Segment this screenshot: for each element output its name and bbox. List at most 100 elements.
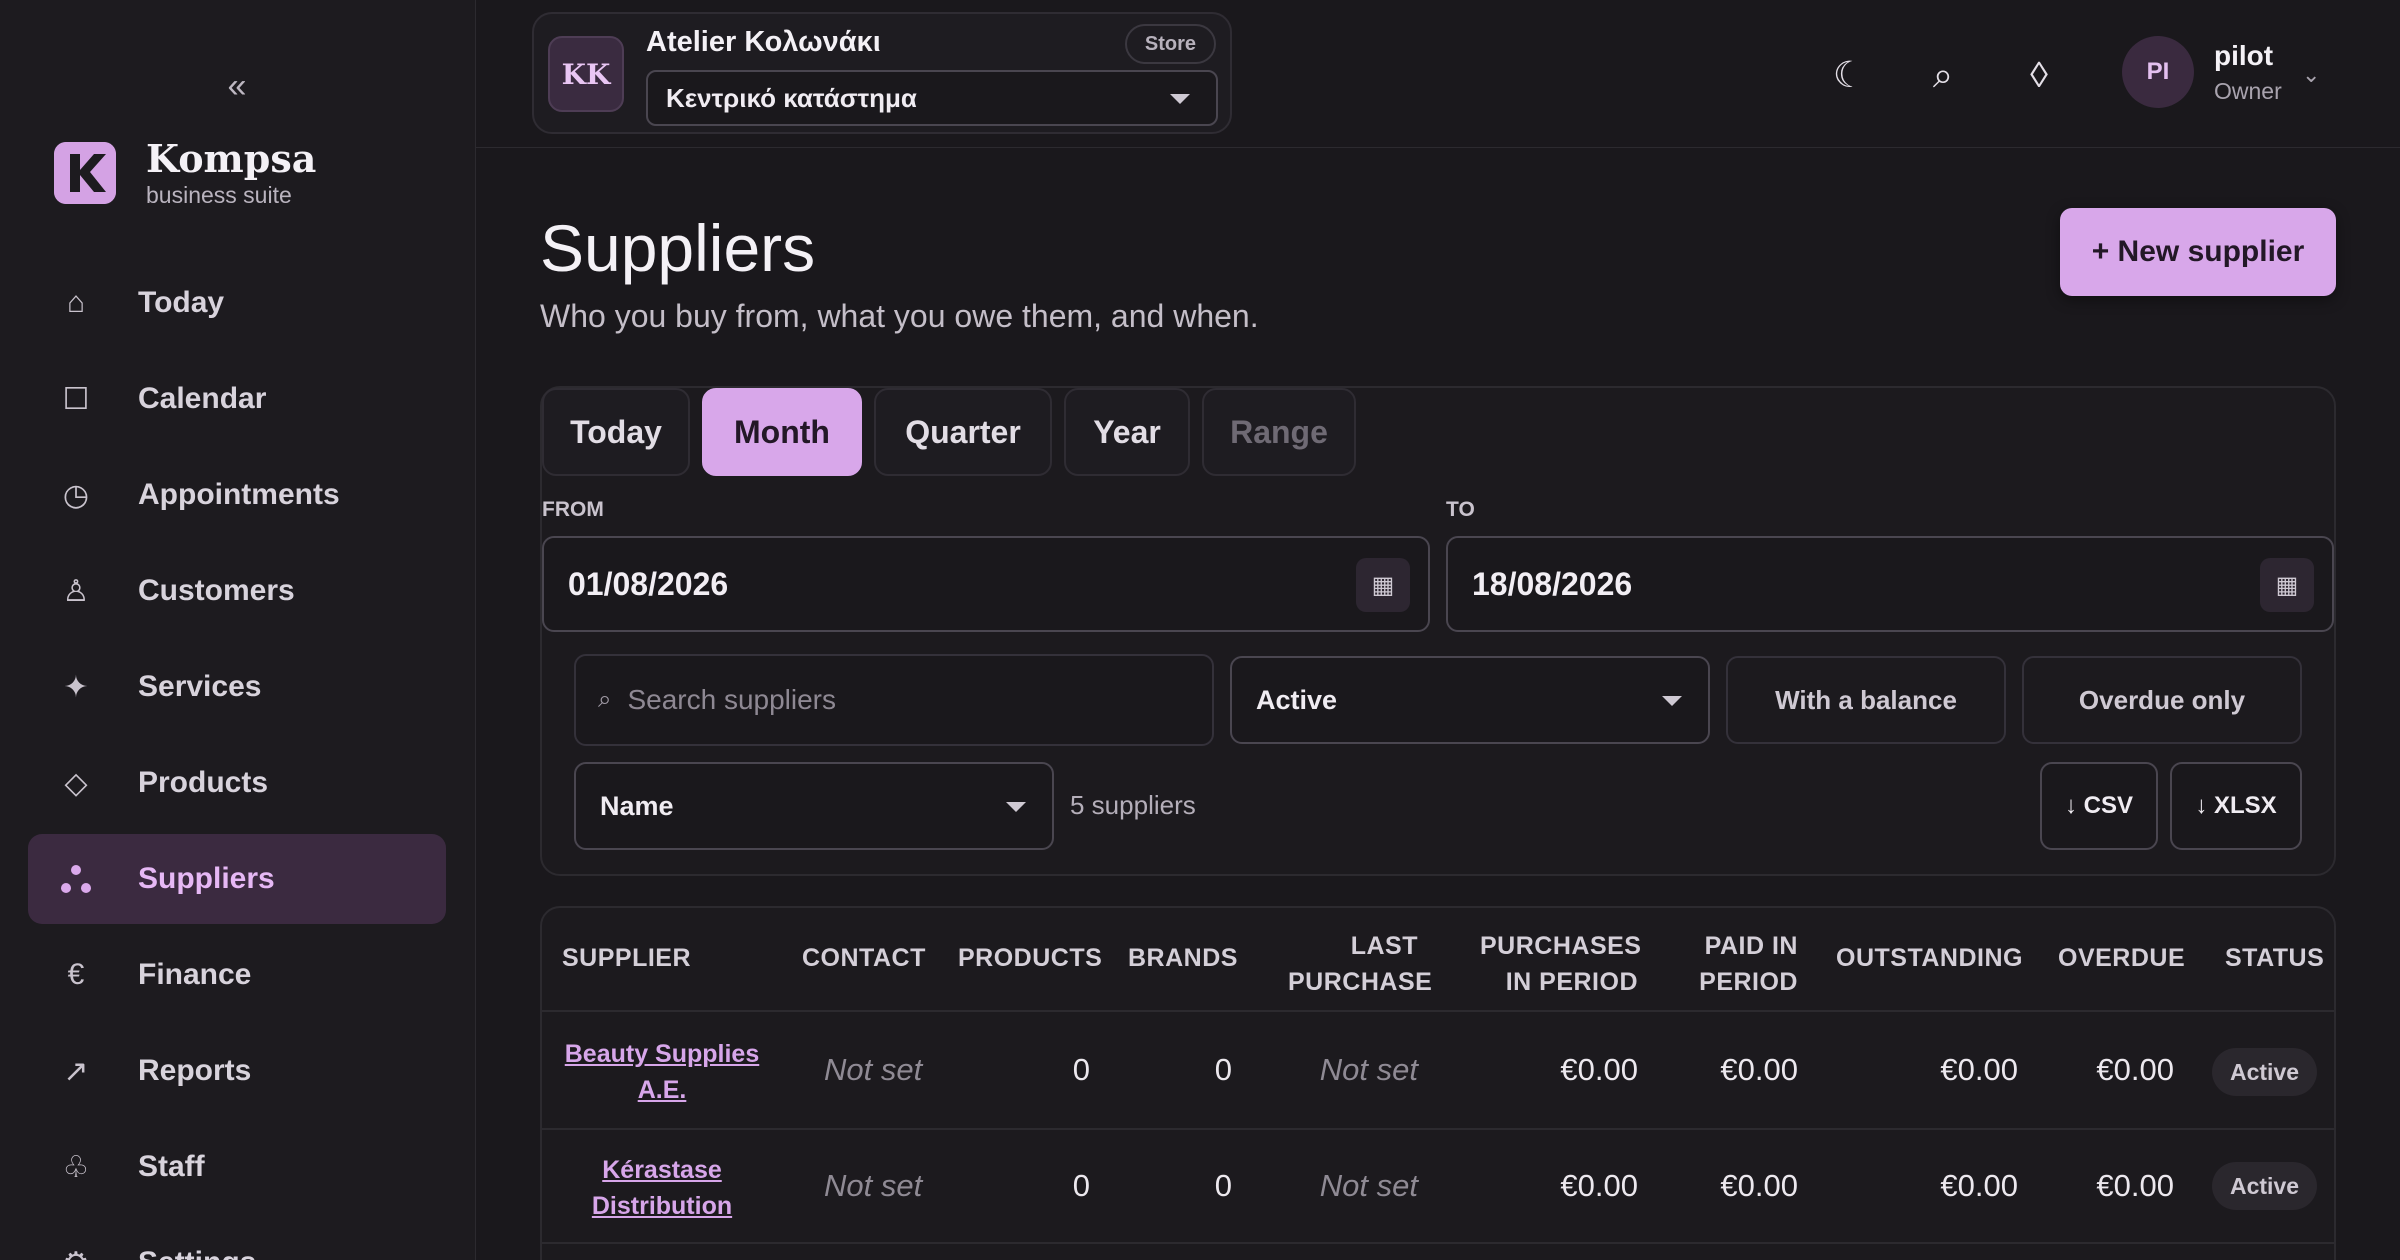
supplier-name-line: Distribution <box>591 1192 733 1220</box>
sidebar-item-customers[interactable]: ♙ Customers <box>28 546 446 636</box>
xlsx-export-button[interactable]: ↓ XLSX <box>2170 762 2302 850</box>
user-role: Owner <box>2214 78 2282 104</box>
sidebar-item-suppliers[interactable]: Suppliers <box>28 834 446 924</box>
sidebar-item-label: Today <box>138 286 225 319</box>
supplier-link[interactable]: Beauty Supplies A.E. <box>542 1036 782 1108</box>
sidebar-item-appointments[interactable]: ◷ Appointments <box>28 450 446 540</box>
sidebar-item-label: Services <box>138 670 262 703</box>
divider <box>542 1242 2334 1244</box>
chevron-down-icon <box>1170 94 1190 104</box>
column-header-supplier[interactable]: SUPPLIER <box>562 944 692 972</box>
to-label: TO <box>1446 498 1475 521</box>
suppliers-table <box>540 906 2336 1260</box>
overdue-value: €0.00 <box>2096 1052 2174 1087</box>
clock-icon: ◷ <box>62 478 90 512</box>
sidebar-item-label: Suppliers <box>138 862 275 895</box>
tab-quarter[interactable]: Quarter <box>874 388 1052 476</box>
overdue-value: €0.00 <box>2096 1168 2174 1203</box>
sidebar-item-label: Staff <box>138 1150 205 1183</box>
tab-year[interactable]: Year <box>1064 388 1190 476</box>
column-header-brands[interactable]: BRANDS <box>1128 944 1238 972</box>
status-badge: Active <box>2212 1162 2318 1210</box>
search-icon[interactable]: ⌕ <box>1932 53 1954 95</box>
sidebar-item-label: Products <box>138 766 269 799</box>
column-header-overdue[interactable]: OVERDUE <box>2058 944 2186 972</box>
sort-select-value: Name <box>600 790 674 821</box>
purchases-value: €0.00 <box>1560 1052 1638 1087</box>
new-supplier-button[interactable]: + New supplier <box>2060 208 2336 296</box>
sidebar-item-calendar[interactable]: ☐ Calendar <box>28 354 446 444</box>
staff-icon: ♧ <box>62 1150 90 1184</box>
status-select-value: Active <box>1256 684 1338 715</box>
chevron-down-icon <box>1662 696 1682 706</box>
suppliers-icon <box>54 862 98 896</box>
to-date-input[interactable]: 18/08/2026 ▦ <box>1446 536 2334 632</box>
header-line: PAID IN <box>1704 932 1798 960</box>
store-location-value: Κεντρικό κατάστημα <box>666 82 917 113</box>
calendar-icon: ☐ <box>62 382 90 416</box>
tab-range[interactable]: Range <box>1202 388 1356 476</box>
divider <box>542 1128 2334 1130</box>
brand-name: Kompsa <box>146 136 317 181</box>
sidebar-item-label: Customers <box>138 574 295 607</box>
purchases-value: €0.00 <box>1560 1168 1638 1203</box>
calendar-icon[interactable]: ▦ <box>1356 558 1410 612</box>
column-header-last-purchase[interactable]: LAST PURCHASE <box>1288 928 1432 1000</box>
column-header-status[interactable]: STATUS <box>2225 944 2325 972</box>
sidebar-item-finance[interactable]: € Finance <box>28 930 446 1020</box>
tab-today[interactable]: Today <box>542 388 690 476</box>
sidebar-item-staff[interactable]: ♧ Staff <box>28 1122 446 1212</box>
store-name: Atelier Κολωνάκι <box>646 26 881 58</box>
supplier-link[interactable]: Kérastase Distribution <box>542 1152 782 1224</box>
sidebar-item-label: Finance <box>138 958 252 991</box>
supplier-name-line: Beauty Supplies <box>564 1040 760 1068</box>
sidebar: « Kompsa business suite ⌂ Today ☐ Calend… <box>0 0 476 1260</box>
brands-value: 0 <box>1214 1052 1232 1087</box>
store-location-select[interactable]: Κεντρικό κατάστημα <box>646 70 1218 126</box>
products-value: 0 <box>1072 1052 1090 1087</box>
search-field[interactable]: ⌕ <box>574 654 1214 746</box>
page-title: Suppliers <box>540 211 816 285</box>
column-header-paid[interactable]: PAID IN PERIOD <box>1680 928 1798 1000</box>
column-header-purchases[interactable]: PURCHASES IN PERIOD <box>1480 928 1641 1000</box>
store-avatar: KK <box>548 36 624 112</box>
collapse-sidebar-button[interactable]: « <box>227 67 247 105</box>
brand-tagline: business suite <box>146 182 292 208</box>
last-purchase-value: Not set <box>1319 1052 1418 1087</box>
person-icon: ♙ <box>62 574 90 608</box>
euro-icon: € <box>67 958 85 991</box>
overdue-only-toggle[interactable]: Overdue only <box>2022 656 2302 744</box>
divider <box>542 1010 2334 1012</box>
status-select[interactable]: Active <box>1230 656 1710 744</box>
last-purchase-value: Not set <box>1319 1168 1418 1203</box>
calendar-icon[interactable]: ▦ <box>2260 558 2314 612</box>
sidebar-item-products[interactable]: ◇ Products <box>28 738 446 828</box>
csv-export-button[interactable]: ↓ CSV <box>2040 762 2158 850</box>
sidebar-item-settings[interactable]: ⚙ Settings <box>28 1218 446 1260</box>
from-label: FROM <box>542 498 604 521</box>
diamond-icon[interactable]: ◊ <box>2030 54 2048 95</box>
supplier-count: 5 suppliers <box>1070 790 1196 820</box>
store-type-badge: Store <box>1124 24 1216 64</box>
sidebar-item-reports[interactable]: ↗ Reports <box>28 1026 446 1116</box>
column-header-products[interactable]: PRODUCTS <box>958 944 1103 972</box>
outstanding-value: €0.00 <box>1940 1168 2018 1203</box>
store-switcher: KK Atelier Κολωνάκι Store Κεντρικό κατάσ… <box>532 12 1232 134</box>
from-date-value: 01/08/2026 <box>568 565 729 602</box>
tab-month[interactable]: Month <box>702 388 862 476</box>
sidebar-item-services[interactable]: ✦ Services <box>28 642 446 732</box>
search-icon: ⌕ <box>598 686 612 713</box>
column-header-contact[interactable]: CONTACT <box>802 944 926 972</box>
header-line: IN PERIOD <box>1505 968 1638 996</box>
chevron-down-icon[interactable]: ⌄ <box>2302 62 2321 87</box>
products-value: 0 <box>1072 1168 1090 1203</box>
column-header-outstanding[interactable]: OUTSTANDING <box>1836 944 2023 972</box>
sidebar-item-today[interactable]: ⌂ Today <box>28 258 446 348</box>
sidebar-item-label: Reports <box>138 1054 252 1087</box>
from-date-input[interactable]: 01/08/2026 ▦ <box>542 536 1430 632</box>
with-balance-toggle[interactable]: With a balance <box>1726 656 2006 744</box>
sort-select[interactable]: Name <box>574 762 1054 850</box>
moon-icon[interactable]: ☾ <box>1832 54 1866 95</box>
search-input[interactable] <box>627 684 1188 716</box>
avatar[interactable]: PI <box>2122 36 2194 108</box>
